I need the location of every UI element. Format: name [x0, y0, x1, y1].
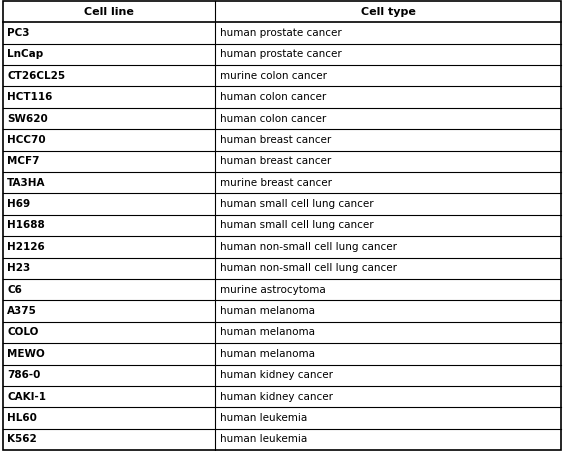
Text: human leukemia: human leukemia	[219, 434, 307, 444]
Text: human colon cancer: human colon cancer	[219, 92, 326, 102]
Text: TA3HA: TA3HA	[7, 178, 46, 188]
Text: human small cell lung cancer: human small cell lung cancer	[219, 221, 373, 230]
Text: human kidney cancer: human kidney cancer	[219, 370, 333, 380]
Text: 786-0: 786-0	[7, 370, 41, 380]
Text: human prostate cancer: human prostate cancer	[219, 49, 341, 60]
Text: MCF7: MCF7	[7, 156, 40, 166]
Text: human colon cancer: human colon cancer	[219, 114, 326, 124]
Text: C6: C6	[7, 285, 22, 295]
Text: MEWO: MEWO	[7, 349, 45, 359]
Text: Cell type: Cell type	[360, 7, 416, 17]
Text: H1688: H1688	[7, 221, 45, 230]
Text: human melanoma: human melanoma	[219, 306, 315, 316]
Text: human leukemia: human leukemia	[219, 413, 307, 423]
Text: human small cell lung cancer: human small cell lung cancer	[219, 199, 373, 209]
Text: human prostate cancer: human prostate cancer	[219, 28, 341, 38]
Text: human breast cancer: human breast cancer	[219, 156, 331, 166]
Text: SW620: SW620	[7, 114, 48, 124]
Text: murine breast cancer: murine breast cancer	[219, 178, 332, 188]
Text: HL60: HL60	[7, 413, 37, 423]
Text: CT26CL25: CT26CL25	[7, 71, 65, 81]
Text: COLO: COLO	[7, 327, 39, 337]
Text: K562: K562	[7, 434, 37, 444]
Text: H2126: H2126	[7, 242, 45, 252]
Text: human breast cancer: human breast cancer	[219, 135, 331, 145]
Text: murine colon cancer: murine colon cancer	[219, 71, 327, 81]
Text: H69: H69	[7, 199, 30, 209]
Text: LnCap: LnCap	[7, 49, 43, 60]
Text: HCT116: HCT116	[7, 92, 52, 102]
Text: human melanoma: human melanoma	[219, 327, 315, 337]
Text: human kidney cancer: human kidney cancer	[219, 391, 333, 402]
Text: A375: A375	[7, 306, 37, 316]
Text: CAKI-1: CAKI-1	[7, 391, 46, 402]
Text: human non-small cell lung cancer: human non-small cell lung cancer	[219, 263, 396, 273]
Text: Cell line: Cell line	[84, 7, 134, 17]
Text: human non-small cell lung cancer: human non-small cell lung cancer	[219, 242, 396, 252]
Text: human melanoma: human melanoma	[219, 349, 315, 359]
Text: H23: H23	[7, 263, 30, 273]
Text: HCC70: HCC70	[7, 135, 46, 145]
Text: PC3: PC3	[7, 28, 30, 38]
Text: murine astrocytoma: murine astrocytoma	[219, 285, 325, 295]
